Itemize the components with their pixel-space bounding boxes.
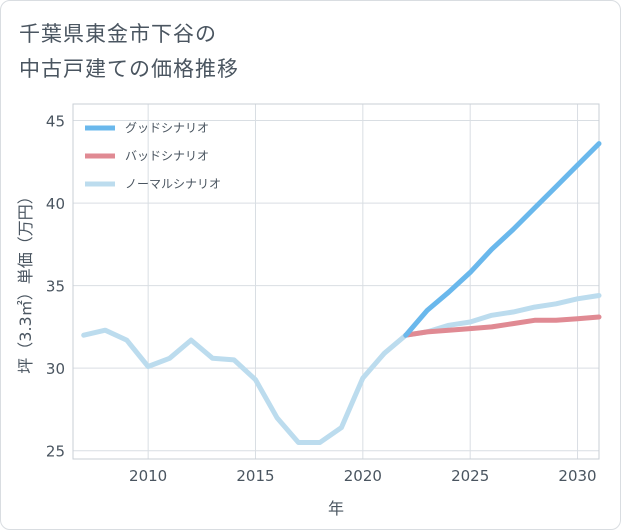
x-tick-label: 2020 (344, 467, 382, 485)
x-axis-tick-labels: 2010 2015 2020 2025 2030 (129, 467, 597, 485)
x-tick-label: 2030 (558, 467, 596, 485)
chart-title-line-2: 中古戸建ての価格推移 (19, 57, 239, 81)
series-line-normal (81, 293, 602, 445)
x-tick-label: 2015 (236, 467, 274, 485)
plot-background (73, 104, 599, 459)
grid-lines (73, 104, 599, 459)
y-tick-label: 25 (46, 443, 65, 461)
y-tick-label: 40 (46, 195, 65, 213)
x-axis-title: 年 (328, 499, 344, 518)
y-tick-label: 45 (46, 113, 65, 131)
x-tick-label: 2025 (451, 467, 489, 485)
legend-label-bad: バッドシナリオ (125, 149, 209, 163)
y-axis-tick-labels: 25 30 35 40 45 (46, 113, 65, 461)
legend-label-good: グッドシナリオ (125, 121, 209, 135)
chart-title: 千葉県東金市下谷の 中古戸建ての価格推移 (19, 17, 239, 87)
x-tick-label: 2010 (129, 467, 167, 485)
y-tick-label: 30 (46, 360, 65, 378)
series-line-good (403, 141, 602, 338)
legend-label-normal: ノーマルシナリオ (125, 177, 221, 191)
y-tick-label: 35 (46, 278, 65, 296)
y-axis-title: 坪（3.3㎡）単価（万円） (16, 188, 35, 373)
series-lines (81, 141, 602, 445)
series-line-bad (403, 314, 602, 338)
plot-border (72, 103, 600, 460)
plot-area (72, 103, 602, 460)
chart-title-line-1: 千葉県東金市下谷の (19, 22, 217, 46)
